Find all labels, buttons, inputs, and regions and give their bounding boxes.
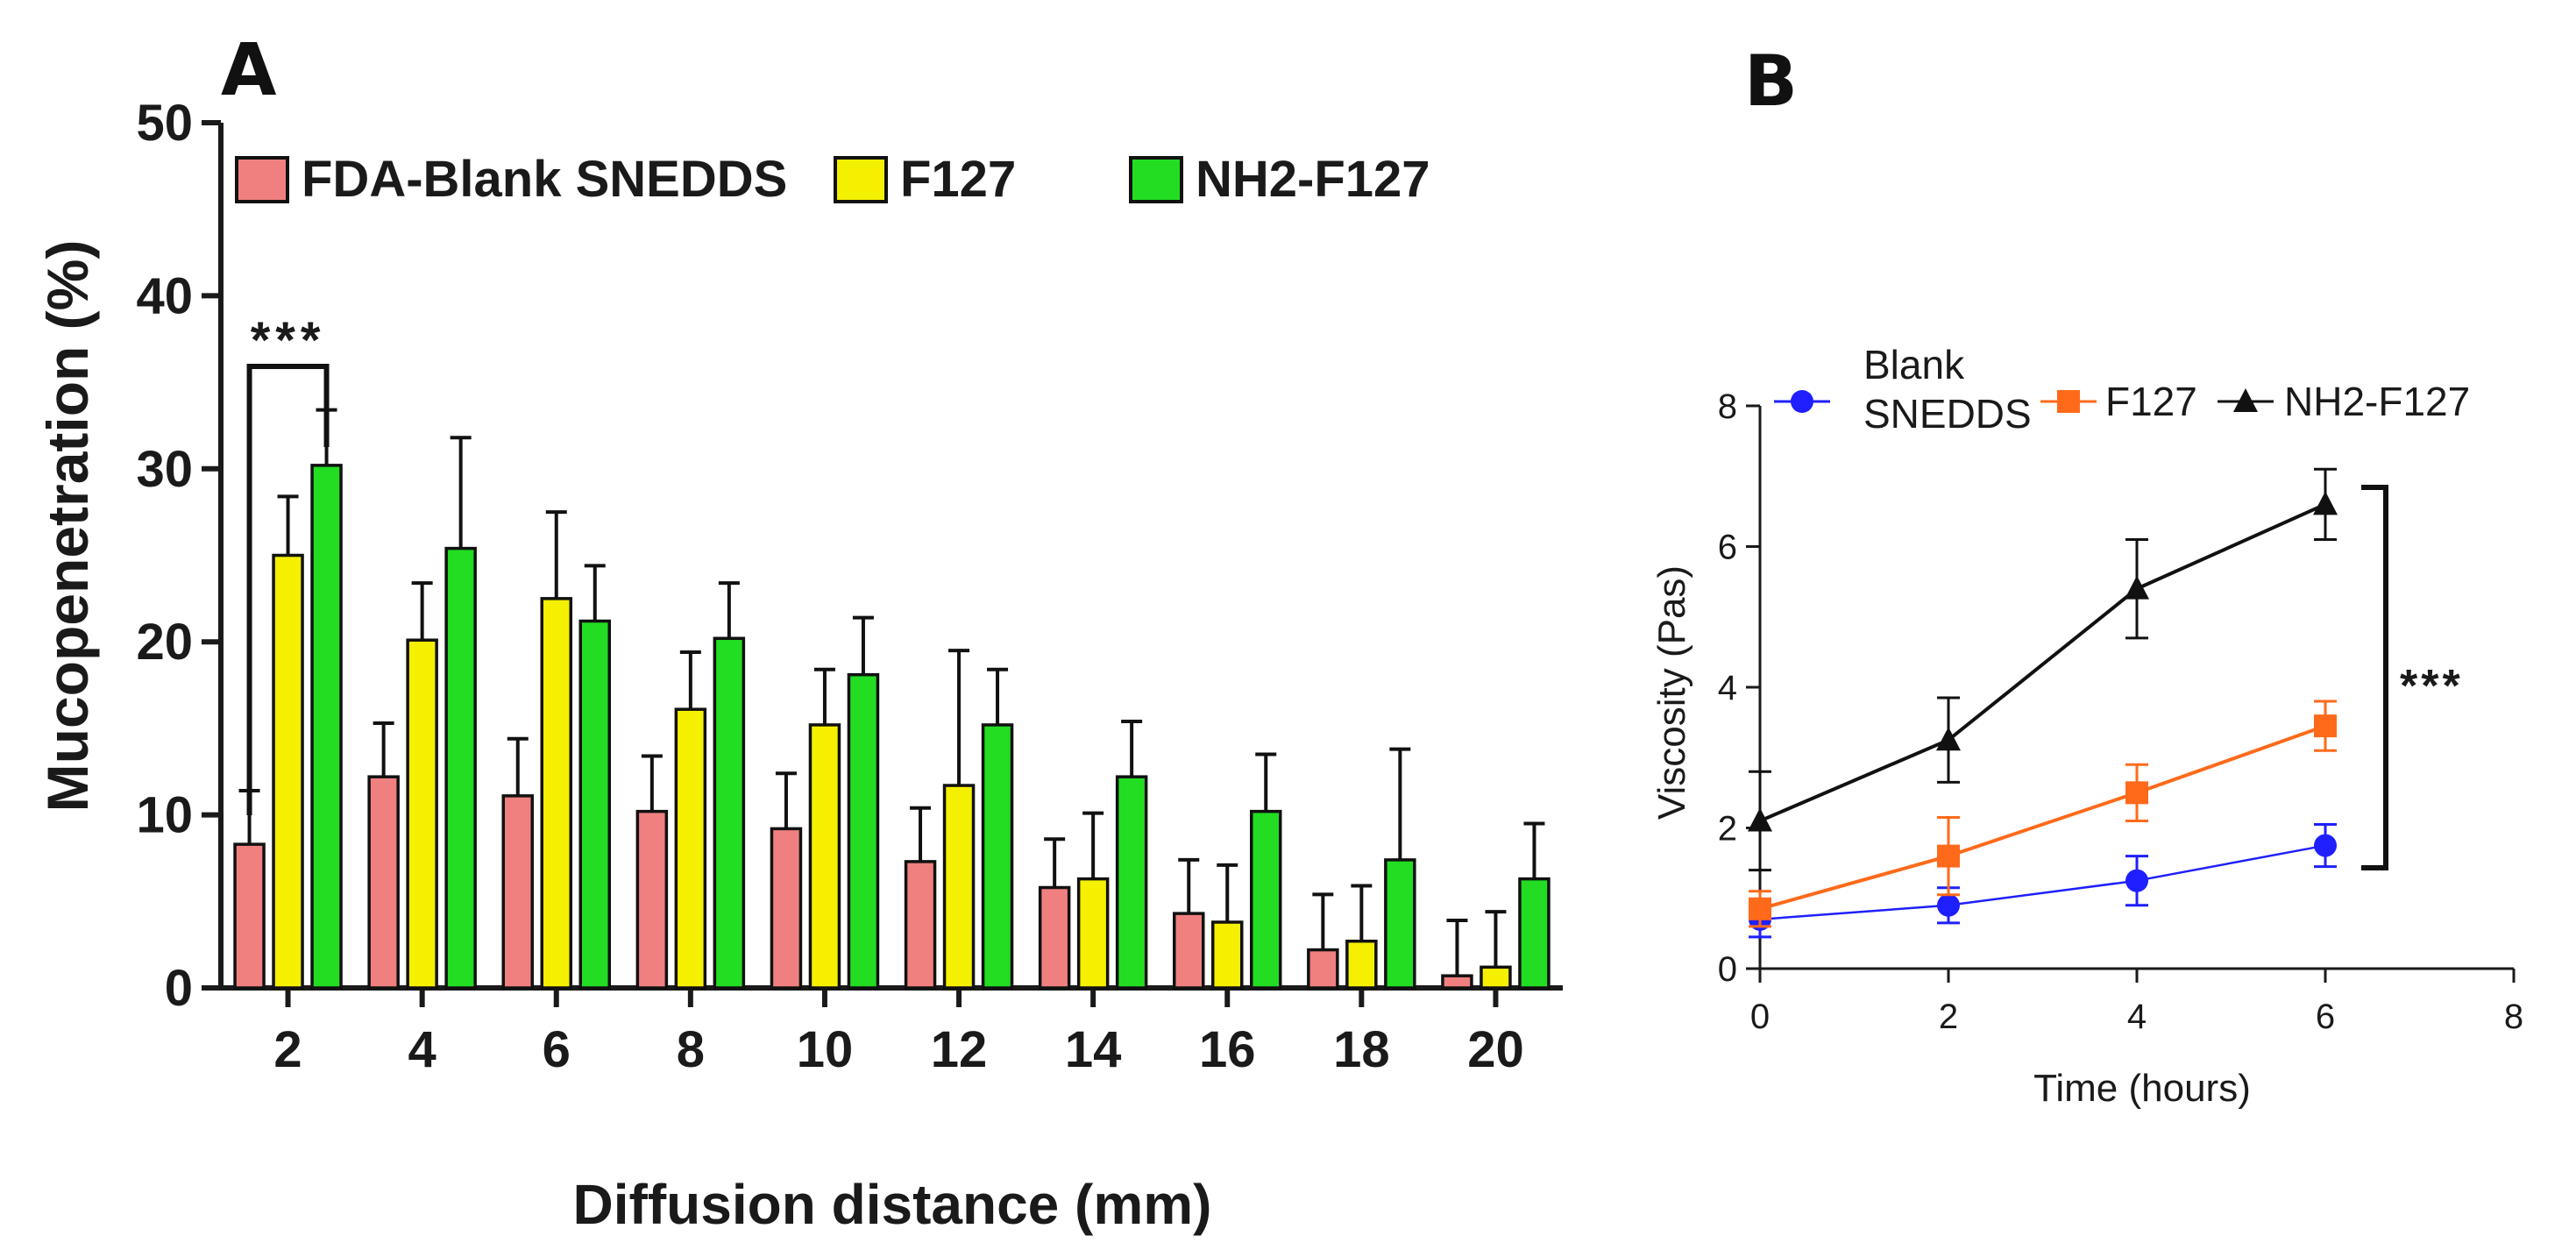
y-axis-title: Viscosity (Pas) [1650,565,1693,820]
y-tick-label: 40 [136,267,193,324]
x-tick-label: 2 [1939,998,1958,1036]
x-tick-label: 6 [2316,998,2335,1036]
y-tick-label: 2 [1718,810,1737,849]
bar-fda-blank-snedds [1173,912,1205,990]
data-point-nh2-f127 [2313,491,2338,515]
y-tick-label: 0 [165,960,193,1017]
y-tick-label: 0 [1718,950,1737,989]
x-axis-title: Time (hours) [2033,1067,2251,1110]
legend-label: NH2-F127 [2284,379,2470,424]
legend-swatch [235,156,289,203]
legend-label: Blank [1863,342,1965,387]
bar-nh2-f127 [578,619,611,990]
panel-b-letter: B [1744,40,1798,122]
data-point-blank-snedds [1937,893,1960,917]
data-point-f127 [1937,844,1960,868]
y-tick-label: 10 [136,787,193,844]
panel-b-line-chart: B 0 2 4 6 8 0 2 4 6 8 Time (hours) Viscosity (Pas) Bl… [1650,40,2523,1110]
x-tick-label: 12 [931,1021,988,1078]
bar-nh2-f127 [1384,858,1416,990]
series-line-blank-snedds [1759,844,2326,921]
legend-label: F127 [900,151,1016,208]
data-point-blank-snedds [2125,869,2148,892]
x-tick-label: 16 [1199,1021,1256,1078]
panel-a-letter: A [221,29,277,112]
legend-marker [1791,390,1813,413]
legend-swatch [834,156,888,203]
data-point-blank-snedds [2314,834,2337,857]
bar-f127 [808,723,841,990]
legend-swatch [1129,156,1183,203]
y-tick-label: 4 [1718,669,1737,707]
legend-label: FDA-Blank SNEDDS [302,151,787,208]
bar-fda-blank-snedds [1441,974,1473,990]
bar-nh2-f127 [1115,775,1148,990]
bar-nh2-f127 [310,464,343,990]
bar-f127 [1345,939,1378,990]
bar-nh2-f127 [1518,877,1551,990]
y-tick-label: 6 [1718,529,1737,567]
data-point-nh2-f127 [2125,575,2149,600]
significance-bracket [2361,485,2388,870]
data-point-f127 [2125,781,2148,805]
bar-fda-blank-snedds [770,827,803,990]
y-tick-label: 8 [1718,387,1737,426]
bar-fda-blank-snedds [501,794,534,990]
panel-a-bar-chart: A 0 10 20 30 40 50 2 4 6 8 10 12 14 16 18 20 Diffusion di… [35,29,1563,1236]
bar-fda-blank-snedds [233,842,266,990]
x-tick-label: 14 [1065,1021,1122,1078]
bar-fda-blank-snedds [904,860,937,990]
data-point-nh2-f127 [1936,727,1961,751]
x-tick-label: 18 [1333,1021,1390,1078]
bar-nh2-f127 [847,672,880,990]
bar-f127 [406,638,438,990]
y-tick-label: 50 [136,95,193,152]
series-line-nh2-f127 [1759,502,2326,823]
data-point-f127 [1749,897,1771,920]
x-tick-label: 8 [2504,998,2523,1036]
y-tick-label: 20 [136,614,193,671]
x-tick-label: 20 [1467,1021,1524,1078]
data-point-nh2-f127 [1748,807,1772,832]
legend-label: F127 [2105,379,2197,424]
x-tick-label: 8 [677,1021,705,1078]
bar-nh2-f127 [444,546,477,990]
bar-nh2-f127 [713,636,746,990]
bar-f127 [272,553,304,990]
x-tick-label: 4 [408,1021,436,1078]
data-point-f127 [2314,714,2337,738]
series-line-f127 [1759,724,2326,911]
y-tick-label: 30 [136,441,193,498]
bar-fda-blank-snedds [367,775,400,990]
bar-f127 [942,784,976,990]
y-axis-title: Mucopenetration (%) [35,240,100,813]
bar-fda-blank-snedds [1038,885,1071,990]
significance-label: *** [251,312,326,369]
bar-f127 [674,707,707,990]
x-tick-label: 10 [797,1021,854,1078]
legend-marker [2057,390,2080,413]
significance-label: *** [2400,661,2464,712]
bar-fda-blank-snedds [635,809,669,990]
legend-label: NH2-F127 [1196,151,1430,208]
legend-marker [2233,388,2258,412]
bar-f127 [1211,920,1244,990]
significance-bracket [246,364,330,815]
x-axis-title: Diffusion distance (mm) [573,1173,1212,1236]
x-tick-label: 6 [543,1021,571,1078]
bar-fda-blank-snedds [1307,948,1339,990]
x-tick-label: 0 [1750,998,1770,1036]
legend-label: SNEDDS [1863,391,2032,437]
x-tick-label: 2 [273,1021,302,1078]
bar-f127 [1480,965,1512,990]
bar-f127 [540,597,572,990]
bar-nh2-f127 [1250,809,1282,990]
bar-f127 [1076,877,1110,990]
x-tick-label: 4 [2127,998,2147,1036]
bar-nh2-f127 [981,723,1014,990]
